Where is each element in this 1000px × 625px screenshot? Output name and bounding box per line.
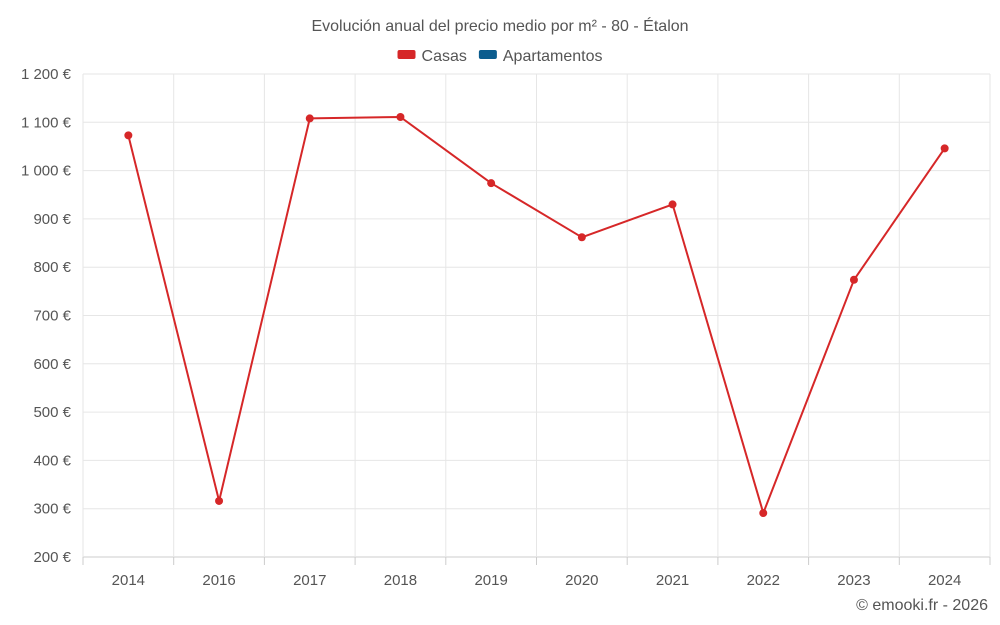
x-tick-label: 2016: [202, 572, 235, 589]
data-point[interactable]: [668, 200, 677, 209]
series-layer: [124, 112, 949, 518]
y-tick-label: 500 €: [33, 404, 71, 421]
y-tick-label: 1 200 €: [21, 66, 72, 83]
x-tick-label: 2014: [112, 572, 145, 589]
data-point[interactable]: [215, 496, 224, 505]
y-tick-label: 200 €: [33, 549, 71, 566]
x-tick-label: 2024: [928, 572, 961, 589]
x-axis-ticks: 2014 2016 2017 2018 2019 2020 2021 2022 2023 2024: [112, 572, 962, 589]
x-tick-label: 2022: [747, 572, 780, 589]
legend-item[interactable]: Apartamentos: [478, 48, 603, 65]
data-point[interactable]: [759, 509, 768, 518]
legend-item[interactable]: Casas: [397, 48, 467, 65]
legend: Casas Apartamentos: [397, 48, 603, 65]
data-point[interactable]: [305, 114, 314, 123]
series-line-casas: [127, 116, 946, 514]
data-point[interactable]: [849, 275, 858, 284]
x-gridlines: [82, 74, 991, 565]
y-tick-label: 400 €: [33, 452, 71, 469]
y-tick-label: 1 000 €: [21, 163, 72, 180]
legend-label: Casas: [422, 48, 467, 65]
x-tick-label: 2019: [474, 572, 507, 589]
y-tick-label: 700 €: [33, 308, 71, 325]
y-tick-label: 900 €: [33, 211, 71, 228]
data-point[interactable]: [396, 112, 405, 121]
data-point[interactable]: [124, 131, 133, 140]
chart-title: Evolución anual del precio medio por m² …: [311, 16, 688, 35]
x-tick-label: 2017: [293, 572, 326, 589]
x-tick-label: 2018: [384, 572, 417, 589]
y-tick-label: 300 €: [33, 501, 71, 518]
legend-swatch: [397, 50, 416, 59]
legend-swatch: [478, 50, 497, 59]
x-tick-label: 2021: [656, 572, 689, 589]
x-tick-label: 2023: [837, 572, 870, 589]
y-tick-label: 600 €: [33, 356, 71, 373]
credit-text: © emooki.fr - 2026: [856, 597, 988, 614]
legend-label: Apartamentos: [503, 48, 603, 65]
y-tick-label: 1 100 €: [21, 114, 72, 131]
y-tick-label: 800 €: [33, 259, 71, 276]
data-point[interactable]: [577, 233, 586, 242]
data-point[interactable]: [940, 144, 949, 153]
x-tick-label: 2020: [565, 572, 598, 589]
y-axis-ticks: 200 € 300 € 400 € 500 € 600 € 700 € 800 € 900 €…: [21, 66, 72, 566]
data-point[interactable]: [487, 179, 496, 188]
